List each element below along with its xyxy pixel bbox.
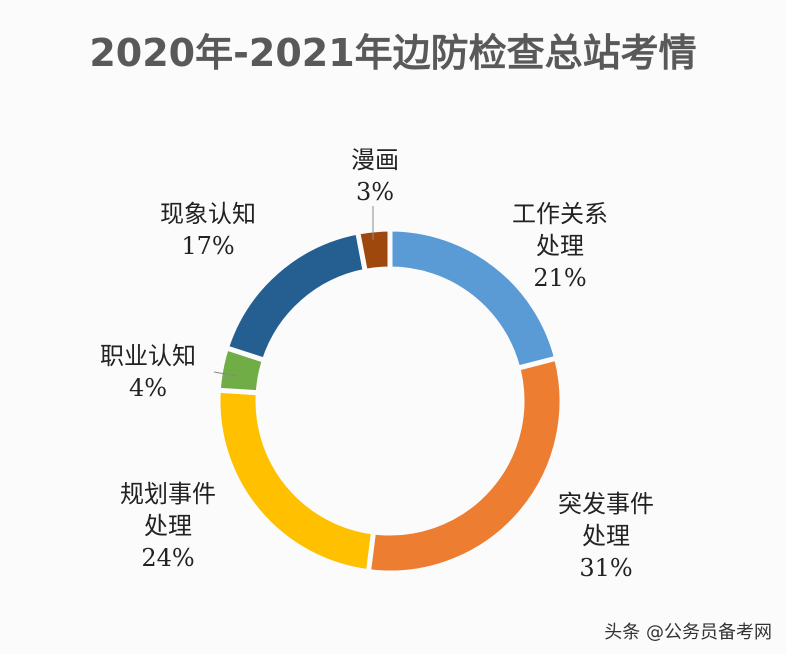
label-text: 突发事件 [558,490,654,518]
label-pct: 3% [355,178,395,206]
label-text: 职业认知 [100,342,196,370]
label-text: 处理 [536,232,584,260]
leader-line [213,371,238,377]
label-text: 现象认知 [160,200,256,228]
label-pct: 31% [579,554,633,582]
label-slice-5: 漫画 3% [320,144,430,208]
label-slice-4: 现象认知 17% [118,198,298,262]
label-text: 工作关系 [512,200,608,228]
label-pct: 24% [141,544,195,572]
chart-title: 2020年-2021年边防检查总站考情 [89,31,697,75]
label-slice-3: 职业认知 4% [68,340,228,404]
label-text: 处理 [144,512,192,540]
label-pct: 4% [128,374,168,402]
label-slice-2: 规划事件 处理 24% [78,478,258,574]
label-pct: 21% [533,264,587,292]
label-pct: 17% [181,232,235,260]
label-slice-1: 突发事件 处理 31% [516,488,696,584]
label-slice-0: 工作关系 处理 21% [470,198,650,294]
label-text: 规划事件 [120,480,216,508]
label-text: 处理 [582,522,630,550]
donut-slice-5 [354,226,393,275]
watermark: 头条 @公务员备考网 [604,622,772,643]
label-text: 漫画 [351,146,399,174]
